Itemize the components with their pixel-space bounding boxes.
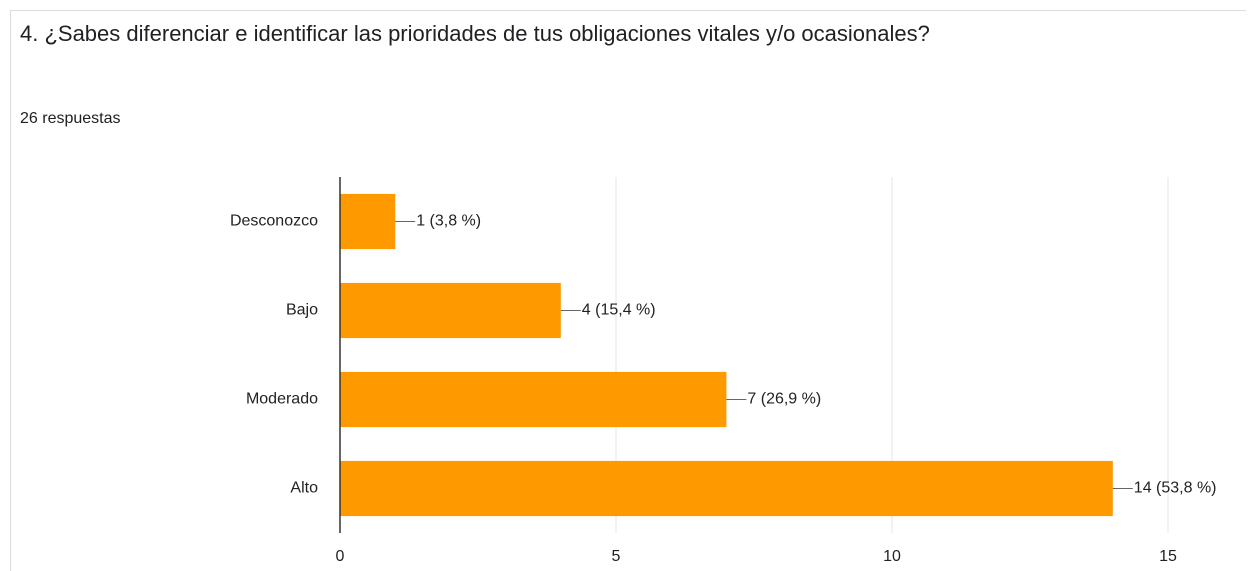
value-label: 4 (15,4 %) [582, 302, 656, 319]
x-tick-label: 10 [883, 548, 901, 565]
y-tick-label: Desconozco [230, 213, 318, 230]
value-label: 14 (53,8 %) [1134, 480, 1217, 497]
x-tick-label: 0 [336, 548, 345, 565]
y-tick-label: Bajo [286, 302, 318, 319]
y-tick-label: Alto [290, 480, 318, 497]
response-count: 26 respuestas [20, 110, 121, 127]
value-label: 1 (3,8 %) [416, 213, 481, 230]
bar [340, 460, 1113, 517]
card [10, 10, 1246, 571]
bar [340, 282, 561, 339]
bar [340, 193, 396, 250]
x-tick-label: 5 [612, 548, 621, 565]
bar [340, 371, 727, 428]
y-tick-label: Moderado [246, 391, 318, 408]
value-label: 7 (26,9 %) [747, 391, 821, 408]
question-title: 4. ¿Sabes diferenciar e identificar las … [20, 21, 930, 46]
x-tick-label: 15 [1159, 548, 1177, 565]
